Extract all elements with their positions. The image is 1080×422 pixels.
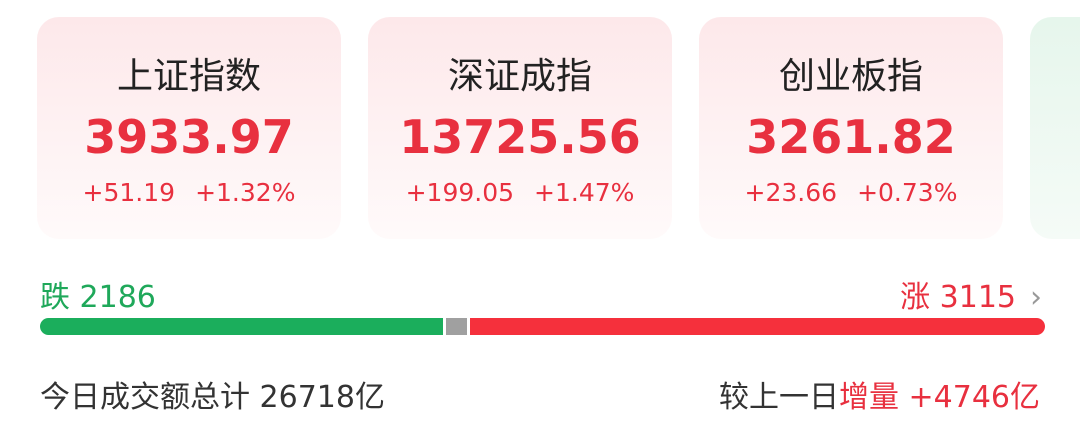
decliners-count: 跌 2186: [40, 280, 156, 315]
index-value: 3261.82: [746, 110, 956, 164]
index-change: +23.66: [744, 178, 838, 207]
turnover-compare: 较上一日增量 +4746亿: [718, 380, 1040, 415]
breadth-bar: [40, 318, 1045, 335]
index-change: +51.19: [82, 178, 176, 207]
index-percent: +0.73%: [857, 178, 958, 207]
turnover-total: 今日成交额总计 26718亿: [40, 380, 385, 415]
breadth-bar-flat: [446, 318, 468, 335]
chevron-right-icon: ›: [1030, 280, 1042, 315]
index-name: 上证指数: [116, 56, 261, 97]
index-change: +199.05: [405, 178, 515, 207]
index-card-partial[interactable]: [1030, 17, 1080, 239]
index-name: 深证成指: [447, 56, 592, 97]
breadth-bar-down: [40, 318, 444, 335]
index-value: 3933.97: [84, 110, 294, 164]
index-card-shenzhen[interactable]: 深证成指 13725.56 +199.05 +1.47%: [368, 17, 672, 239]
index-percent: +1.32%: [195, 178, 296, 207]
index-card-chinext[interactable]: 创业板指 3261.82 +23.66 +0.73%: [699, 17, 1003, 239]
breadth-bar-up: [470, 318, 1045, 335]
index-percent: +1.47%: [534, 178, 635, 207]
index-name: 创业板指: [778, 56, 923, 97]
advancers-link[interactable]: 涨 3115 ›: [900, 280, 1042, 315]
index-value: 13725.56: [399, 110, 641, 164]
index-card-shanghai[interactable]: 上证指数 3933.97 +51.19 +1.32%: [37, 17, 341, 239]
